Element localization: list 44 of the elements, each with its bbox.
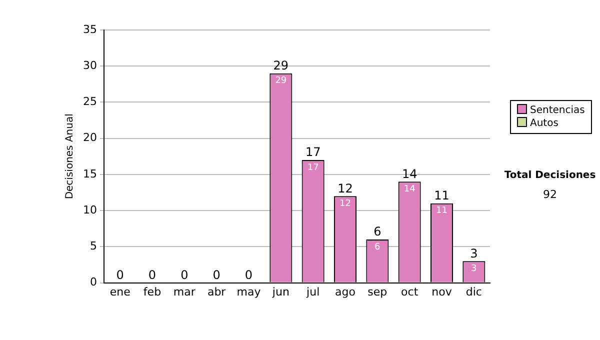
x-tick-label: nov: [432, 285, 452, 298]
data-label: 11: [436, 206, 448, 216]
x-tick-label: dic: [466, 285, 482, 298]
x-tick-label: oct: [401, 285, 419, 298]
total-label: 14: [402, 166, 418, 181]
data-label: 6: [374, 242, 381, 252]
text: Total Decisiones: [503, 170, 597, 181]
x-tick-label: sep: [368, 285, 388, 298]
total-label: 12: [338, 181, 353, 196]
data-label: 3: [471, 264, 477, 274]
x-tick-label: feb: [143, 285, 162, 298]
total-label: 0: [244, 268, 253, 282]
y-tick-label: 25: [82, 95, 97, 108]
total-label: 0: [180, 268, 188, 282]
y-tick-label: 10: [82, 203, 97, 216]
x-tick-label: ago: [335, 285, 356, 298]
data-label: 17: [307, 162, 319, 173]
y-tick-label: 30: [82, 58, 97, 72]
y-tick-label: 5: [90, 240, 97, 253]
y-axis-title: Decisiones Anual: [64, 114, 76, 200]
legend-label: Sentencias: [529, 104, 585, 117]
x-tick-label: abr: [207, 285, 226, 298]
total-label: 0: [148, 268, 156, 282]
y-tick-label: 0: [90, 276, 97, 289]
data-label: 12: [340, 198, 351, 209]
total-label: 17: [305, 145, 321, 160]
y-tick-label: 15: [82, 167, 97, 180]
x-tick-label: ene: [110, 285, 131, 298]
legend-label: Autos: [529, 117, 560, 130]
total-label: 0: [212, 268, 220, 282]
total-label: 29: [273, 58, 289, 72]
data-label: 29: [275, 76, 287, 86]
x-tick-label: may: [236, 285, 262, 298]
text: 92: [542, 188, 558, 201]
x-tick-label: mar: [173, 285, 196, 298]
y-tick-label: 20: [82, 131, 97, 144]
x-tick-label: jul: [306, 285, 320, 298]
total-label: 0: [116, 268, 124, 282]
total-label: 11: [434, 188, 450, 202]
x-tick-label: jun: [271, 285, 290, 298]
total-label: 6: [374, 224, 382, 239]
total-label: 3: [470, 246, 478, 260]
data-label: 14: [404, 184, 416, 195]
y-tick-label: 35: [82, 22, 97, 36]
